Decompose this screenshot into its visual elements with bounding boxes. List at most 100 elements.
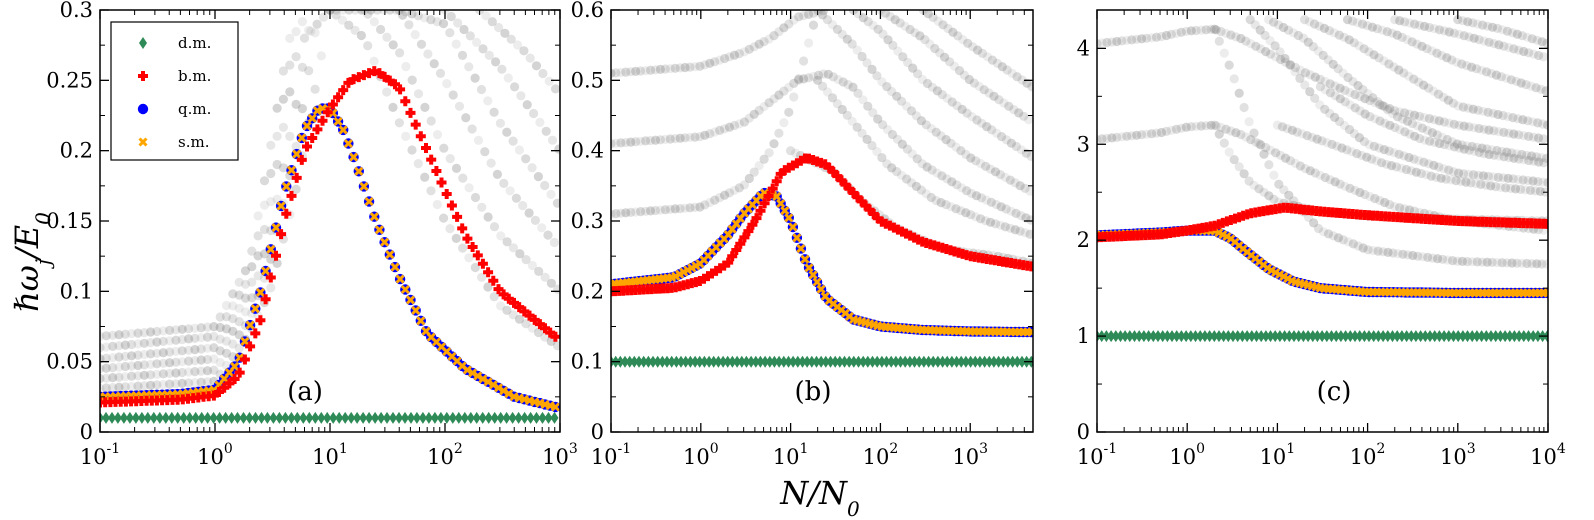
- background-mode-point: [516, 91, 526, 101]
- x-tick-label: 101: [312, 441, 348, 469]
- background-mode-point: [489, 292, 499, 302]
- background-mode-point: [611, 138, 621, 148]
- background-mode-point: [1513, 174, 1523, 185]
- background-mode-point: [690, 62, 700, 72]
- background-mode-point: [724, 188, 735, 198]
- background-mode-point: [1468, 170, 1479, 180]
- background-mode-point: [1502, 258, 1512, 268]
- background-mode-point: [941, 135, 951, 145]
- background-mode-point: [1473, 19, 1483, 29]
- dm-point: [1411, 330, 1420, 343]
- dm-point: [1111, 330, 1120, 343]
- panel-2-x-ticks: 10-1 100 101 102 103: [591, 10, 1025, 469]
- background-mode-point: [100, 383, 105, 393]
- background-mode-point: [1479, 149, 1489, 159]
- background-mode-point: [196, 355, 206, 365]
- background-mode-point: [1122, 35, 1132, 46]
- background-mode-point: [1499, 127, 1509, 137]
- bm-point: [436, 177, 447, 188]
- background-mode-point: [739, 117, 750, 127]
- background-mode-point: [356, 30, 366, 41]
- background-mode-point: [1264, 15, 1274, 25]
- background-mode-point: [1472, 142, 1482, 152]
- background-mode-point: [152, 380, 162, 390]
- background-mode-point: [1364, 47, 1374, 57]
- background-mode-point: [1517, 258, 1527, 268]
- background-mode-point: [1221, 124, 1231, 134]
- background-mode-point: [1026, 215, 1033, 225]
- sm-point: [816, 284, 826, 294]
- dm-point: [1238, 330, 1247, 343]
- background-mode-point: [764, 98, 774, 108]
- background-mode-point: [114, 362, 124, 372]
- background-mode-point: [272, 159, 282, 170]
- background-mode-point: [961, 149, 971, 159]
- background-mode-point: [1458, 102, 1468, 112]
- background-mode-point: [152, 369, 162, 379]
- dm-point: [1163, 330, 1172, 343]
- background-mode-point: [1244, 117, 1254, 127]
- background-mode-point: [867, 140, 877, 151]
- background-mode-point: [985, 217, 996, 227]
- background-mode-point: [1417, 41, 1427, 52]
- background-mode-point: [769, 94, 779, 104]
- background-mode-point: [1461, 177, 1471, 187]
- background-mode-point: [804, 10, 814, 19]
- background-mode-point: [1463, 17, 1473, 27]
- background-mode-point: [621, 137, 631, 148]
- background-mode-point: [779, 118, 789, 128]
- background-mode-point: [1330, 91, 1340, 101]
- dm-point: [1182, 330, 1191, 343]
- background-mode-point: [611, 139, 616, 149]
- background-mode-point: [127, 339, 137, 350]
- background-mode-point: [247, 246, 257, 256]
- background-mode-point: [202, 332, 213, 342]
- background-mode-point: [1358, 85, 1368, 95]
- background-mode-point: [1504, 128, 1514, 138]
- background-mode-point: [903, 57, 913, 68]
- background-mode-point: [1405, 129, 1415, 139]
- sm-point: [792, 233, 802, 243]
- background-mode-point: [478, 44, 488, 54]
- background-mode-point: [1015, 181, 1025, 191]
- panel-label-3: (c): [1317, 377, 1352, 407]
- background-mode-point: [645, 65, 656, 75]
- background-mode-point: [108, 353, 118, 363]
- background-mode-point: [549, 237, 560, 248]
- background-mode-point: [729, 185, 740, 195]
- background-mode-point: [177, 357, 187, 367]
- dm-point: [1360, 330, 1369, 343]
- background-mode-point: [483, 212, 493, 222]
- background-mode-point: [1373, 97, 1383, 107]
- background-mode-point: [971, 156, 981, 166]
- dm-point: [1271, 330, 1280, 343]
- background-mode-point: [344, 20, 354, 30]
- background-mode-point: [297, 62, 307, 72]
- series-dm: [1097, 330, 1548, 343]
- background-mode-point: [1441, 174, 1451, 184]
- background-mode-point: [1464, 145, 1474, 155]
- background-mode-point: [1400, 17, 1410, 27]
- sm-point: [245, 320, 255, 330]
- y-tick-label: 0.05: [46, 350, 93, 374]
- background-mode-point: [994, 95, 1004, 105]
- x-tick-label: 101: [1260, 441, 1296, 469]
- background-mode-point: [285, 60, 295, 70]
- background-mode-point: [459, 24, 469, 35]
- background-mode-point: [196, 323, 206, 333]
- background-mode-point: [1484, 125, 1494, 135]
- dm-point: [1013, 355, 1022, 368]
- background-mode-point: [1457, 256, 1467, 266]
- background-mode-point: [818, 10, 828, 16]
- background-mode-point: [1413, 251, 1423, 261]
- dm-point: [1135, 330, 1144, 343]
- background-mode-point: [907, 149, 917, 159]
- background-mode-point: [1419, 112, 1429, 123]
- background-mode-point: [1357, 19, 1368, 29]
- bm-point: [431, 166, 442, 176]
- background-mode-point: [1132, 34, 1142, 44]
- background-mode-point: [685, 203, 695, 213]
- background-mode-point: [1017, 75, 1027, 85]
- background-mode-point: [936, 198, 946, 208]
